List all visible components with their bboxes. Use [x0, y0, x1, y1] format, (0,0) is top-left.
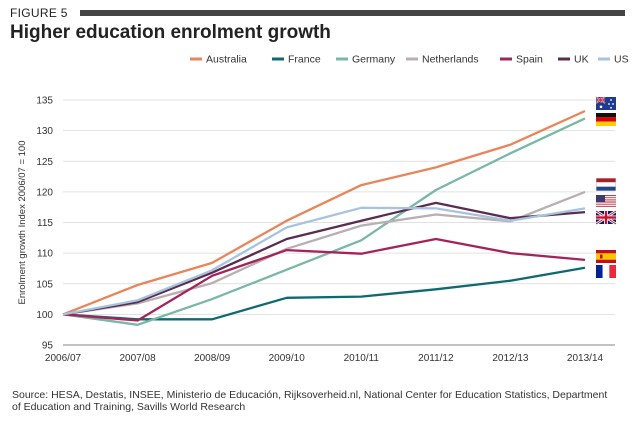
flag-part: [596, 186, 616, 191]
flag-part: [596, 199, 616, 201]
legend-label: UK: [574, 54, 589, 66]
flag-part: [596, 197, 616, 199]
y-tick-label: 135: [36, 96, 53, 107]
x-tick-label: 2012/13: [492, 353, 529, 364]
y-tick-label: 100: [36, 310, 53, 321]
line-chart: Australia France Germany Netherlands Spain UK…: [17, 54, 629, 365]
flag-part: [596, 203, 616, 205]
figure-rule: [80, 10, 625, 16]
figure-label: FIGURE 5: [10, 6, 68, 20]
y-tick-label: 130: [36, 126, 53, 137]
australia-flag-icon: [595, 96, 616, 110]
series-line-france: [62, 266, 586, 321]
flag-part: [602, 265, 610, 278]
germany-flag-icon: [596, 113, 616, 126]
flag-part: [596, 206, 616, 208]
x-tick-label: 2009/10: [269, 353, 306, 364]
flag-part: [596, 195, 605, 202]
flag-part: [596, 200, 616, 202]
flag-part: [596, 117, 616, 122]
series-line-spain: [62, 237, 586, 322]
flag-part: [596, 216, 616, 219]
flag-part: [596, 121, 616, 126]
legend-label: US: [614, 54, 629, 66]
flag-part: [596, 178, 616, 191]
flag-part: [610, 99, 612, 101]
flag-part: [612, 103, 614, 105]
spain-flag-icon: [596, 250, 616, 263]
x-tick-label: 2013/14: [567, 353, 604, 364]
flag-part: [596, 205, 616, 207]
flag-part: [596, 99, 605, 101]
flag-part: [596, 198, 616, 200]
y-tick-label: 95: [42, 341, 54, 352]
chart-title: Higher education enrolment growth: [10, 22, 331, 43]
x-tick-label: 2010/11: [344, 353, 380, 364]
legend-label: France: [288, 54, 321, 66]
flag-part: [596, 204, 616, 206]
series-line-us: [62, 206, 586, 316]
x-tick-label: 2008/09: [194, 353, 231, 364]
us-flag-icon: [596, 195, 616, 208]
series-line-australia: [62, 109, 586, 316]
legend-label: Spain: [516, 54, 543, 66]
series-line-uk: [62, 201, 586, 316]
flag-part: [596, 207, 616, 208]
flag-part: [596, 195, 616, 197]
x-tick-label: 2011/12: [418, 353, 454, 364]
legend-label: Netherlands: [422, 54, 479, 66]
y-axis-label: Enrolment growth Index 2006/07 = 100: [17, 141, 28, 305]
x-tick-label: 2006/07: [45, 353, 82, 364]
legend-label: Germany: [352, 54, 396, 66]
series-line-netherlands: [62, 190, 586, 316]
flag-part: [596, 196, 616, 198]
y-tick-label: 110: [37, 249, 53, 260]
series-line-germany: [62, 117, 586, 326]
flag-part: [610, 106, 612, 109]
flag-part: [596, 195, 616, 196]
flag-part: [609, 265, 616, 278]
flag-part: [599, 105, 603, 109]
y-tick-label: 105: [36, 279, 53, 290]
y-tick-label: 125: [36, 157, 53, 168]
legend-label: Australia: [206, 54, 247, 66]
y-tick-label: 120: [36, 187, 53, 198]
source-note: Source: HESA, Destatis, INSEE, Ministeri…: [12, 389, 608, 413]
x-tick-label: 2007/08: [119, 353, 156, 364]
flag-part: [596, 178, 616, 183]
flag-part: [596, 113, 616, 118]
y-tick-label: 115: [37, 218, 53, 229]
flag-part: [600, 254, 603, 259]
flag-part: [596, 201, 616, 203]
flag-part: [608, 103, 610, 105]
flag-part: [596, 265, 603, 278]
flag-part: [596, 202, 616, 204]
netherlands-flag-icon: [596, 178, 616, 191]
france-flag-icon: [596, 265, 616, 278]
flag-part: [596, 182, 616, 187]
flag-part: [596, 253, 616, 260]
uk-flag-icon: [595, 209, 617, 226]
